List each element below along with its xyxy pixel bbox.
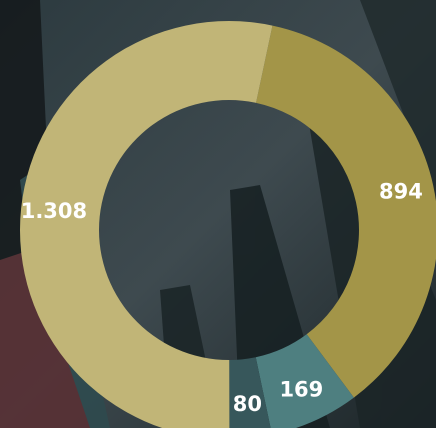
value-label: 80 bbox=[233, 392, 262, 416]
value-label: 1.308 bbox=[21, 199, 87, 223]
donut-slice bbox=[20, 21, 273, 428]
donut-slice bbox=[229, 357, 271, 428]
value-label: 169 bbox=[279, 377, 323, 401]
value-label: 894 bbox=[379, 179, 423, 203]
donut bbox=[20, 21, 436, 428]
donut-slice bbox=[256, 25, 436, 398]
donut-slice bbox=[255, 334, 354, 428]
